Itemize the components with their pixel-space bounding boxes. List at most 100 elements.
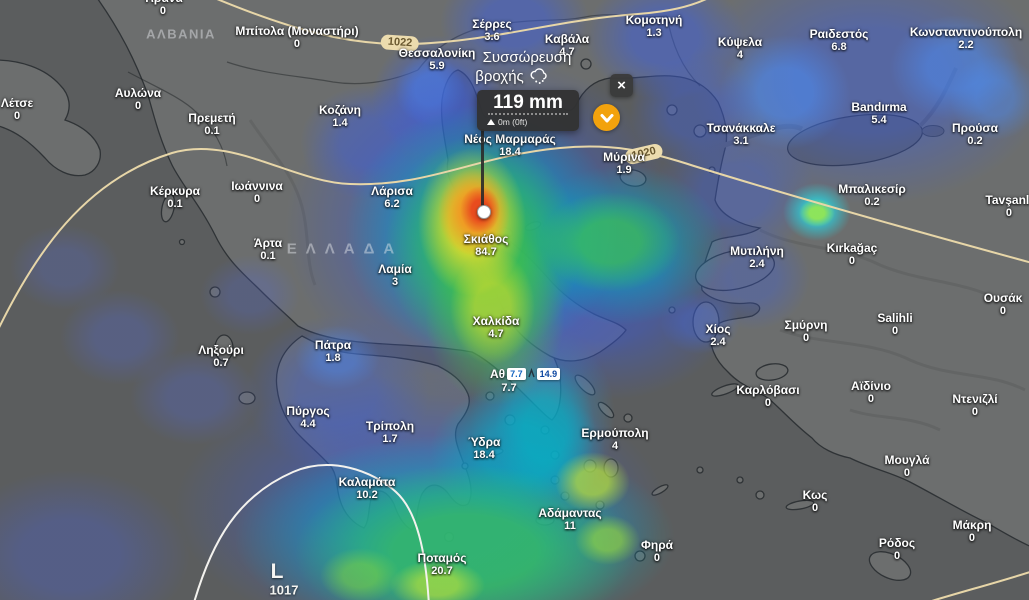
station[interactable]: Λαμία 3 — [378, 263, 411, 289]
report-badge[interactable]: 14.9 — [536, 368, 561, 380]
station[interactable]: Μπίτολα (Μοναστήρι) 0 — [235, 24, 359, 51]
station-name: Άρτα — [253, 236, 283, 250]
station-value: 0.1 — [204, 125, 220, 137]
station-name: Ληξούρι — [198, 343, 244, 357]
station[interactable]: Bandırma 5.4 — [851, 100, 907, 127]
station[interactable]: Αϊδίνιο 0 — [851, 379, 891, 406]
station[interactable]: Μύρινα 1.9 — [603, 150, 645, 177]
station-value: 0 — [293, 38, 301, 50]
station-value: 3.1 — [733, 135, 749, 147]
station[interactable]: Ραιδεστός 6.8 — [810, 28, 869, 54]
station[interactable]: Κωνσταντινούπολη 2.2 — [910, 26, 1022, 52]
station[interactable]: Αδάμαντας 11 — [538, 507, 601, 533]
station[interactable]: Μάκρη 0 — [953, 519, 992, 545]
corfu-island — [160, 193, 176, 223]
station[interactable]: Κως 0 — [803, 489, 828, 515]
station-name: Τίρανα — [143, 0, 183, 5]
station-value: 0 — [848, 255, 856, 267]
close-popup-button[interactable]: × — [610, 74, 633, 97]
station[interactable]: Λέτσε 0 — [1, 97, 33, 123]
station[interactable]: Κοζάνη 1.4 — [319, 104, 361, 130]
athens-station[interactable]: Αθ 7.7 14.9 — [490, 368, 561, 381]
station[interactable]: Σμύρνη 0 — [785, 319, 828, 345]
station-name: Ποταμός — [417, 551, 467, 565]
station[interactable]: Ουσάκ 0 — [983, 291, 1023, 318]
station[interactable]: Χίος 2.4 — [705, 322, 731, 349]
station-value: 1.3 — [646, 27, 662, 39]
station[interactable]: Καλαμάτα 10.2 — [339, 476, 396, 502]
athens-value: 7.7 — [501, 382, 517, 394]
isobar-1017-line — [193, 464, 430, 600]
kalymnos-island — [755, 490, 765, 500]
report-badge[interactable]: 7.7 — [507, 368, 526, 380]
station[interactable]: Ρόδος 0 — [879, 537, 915, 563]
station[interactable]: Τρίπολη 1.7 — [366, 420, 414, 446]
station-name: Αϊδίνιο — [851, 379, 891, 393]
station[interactable]: Φηρά 0 — [641, 539, 673, 565]
station[interactable]: Μπαλικεσίρ 0.2 — [838, 183, 906, 209]
station-value: 1.4 — [332, 117, 348, 129]
station-value: 4 — [736, 49, 744, 61]
picker-pin-dot[interactable] — [477, 205, 491, 219]
station[interactable]: Πύργος 4.4 — [286, 405, 329, 431]
station-name: Ερμούπολη — [581, 426, 649, 440]
station-name: Bandırma — [851, 100, 907, 114]
station[interactable]: Μυτιλήνη 2.4 — [730, 244, 784, 271]
station-value: 3.6 — [484, 31, 500, 43]
station[interactable]: Κομοτηνή 1.3 — [626, 14, 683, 40]
station-value: 0 — [653, 552, 661, 564]
station[interactable]: Χαλκίδα 4.7 — [473, 315, 520, 341]
station[interactable]: Ληξούρι 0.7 — [198, 343, 244, 370]
station[interactable]: Κέρκυρα 0.1 — [150, 185, 200, 211]
station[interactable]: Καβάλα 4.7 — [545, 33, 589, 59]
station-name: Μπίτολα (Μοναστήρι) — [235, 24, 359, 38]
station-name: Μουγλά — [884, 453, 930, 467]
station[interactable]: Ερμούπολη 4 — [581, 426, 649, 453]
station[interactable]: Ποταμός 20.7 — [417, 551, 467, 578]
lake — [921, 125, 945, 137]
station[interactable]: Προύσα 0.2 — [952, 122, 998, 148]
low-pressure-letter: L — [270, 560, 284, 583]
station-value: 1.9 — [616, 164, 632, 176]
station-name: Μυτιλήνη — [730, 244, 784, 258]
station[interactable]: Αυλώνα 0 — [115, 87, 161, 113]
station[interactable]: Σέρρες 3.6 — [472, 18, 511, 44]
patmos-island — [696, 466, 704, 474]
station[interactable]: Ύδρα 18.4 — [468, 436, 501, 462]
station[interactable]: Θεσσαλονίκη 5.9 — [399, 47, 476, 73]
station-name: Kırkağaç — [826, 241, 878, 255]
expand-forecast-button[interactable] — [593, 104, 620, 131]
station-name: Μύρινα — [603, 150, 645, 164]
station-name: Καρλόβασι — [736, 383, 800, 397]
station-value: 0 — [968, 532, 976, 544]
picker-pin-line — [481, 129, 484, 206]
picker-popup[interactable]: 119 mm 0m (0ft) — [477, 90, 579, 131]
popup-title-line1: Συσσώρευση — [483, 49, 572, 66]
station[interactable]: Kırkağaç 0 — [826, 241, 878, 268]
station[interactable]: Άρτα 0.1 — [253, 236, 283, 263]
station[interactable]: Ντενιζλί 0 — [952, 393, 997, 419]
station[interactable]: Σκιάθος 84.7 — [464, 233, 509, 259]
lefkada-island — [209, 286, 221, 298]
station-value: 0 — [903, 467, 911, 479]
station[interactable]: Λάρισα 6.2 — [371, 185, 413, 211]
station[interactable]: Τσανάκκαλε 3.1 — [707, 122, 776, 148]
station-name: Ουσάκ — [983, 291, 1023, 305]
station-value: 0.2 — [967, 135, 983, 147]
station[interactable]: Ιωάννινα 0 — [231, 180, 283, 206]
station-value: 0 — [253, 193, 261, 205]
station[interactable]: Νέος Μαρμαράς 18.4 — [464, 133, 556, 159]
station-name: Χίος — [705, 322, 731, 336]
station[interactable]: Tavşanlı 0 — [985, 194, 1029, 220]
station[interactable]: Salihli 0 — [877, 312, 912, 338]
station[interactable]: Πάτρα 1.8 — [315, 339, 351, 365]
station[interactable]: Τίρανα0 — [143, 0, 183, 17]
station-value: 1.7 — [382, 433, 398, 445]
station[interactable]: Κύψελα 4 — [718, 36, 762, 62]
station[interactable]: Μουγλά 0 — [884, 453, 930, 480]
station[interactable]: Καρλόβασι 0 — [736, 383, 800, 410]
station[interactable]: Πρεμετή 0.1 — [188, 112, 236, 138]
kefalonia-island — [214, 334, 234, 362]
station-value: 84.7 — [475, 246, 497, 258]
